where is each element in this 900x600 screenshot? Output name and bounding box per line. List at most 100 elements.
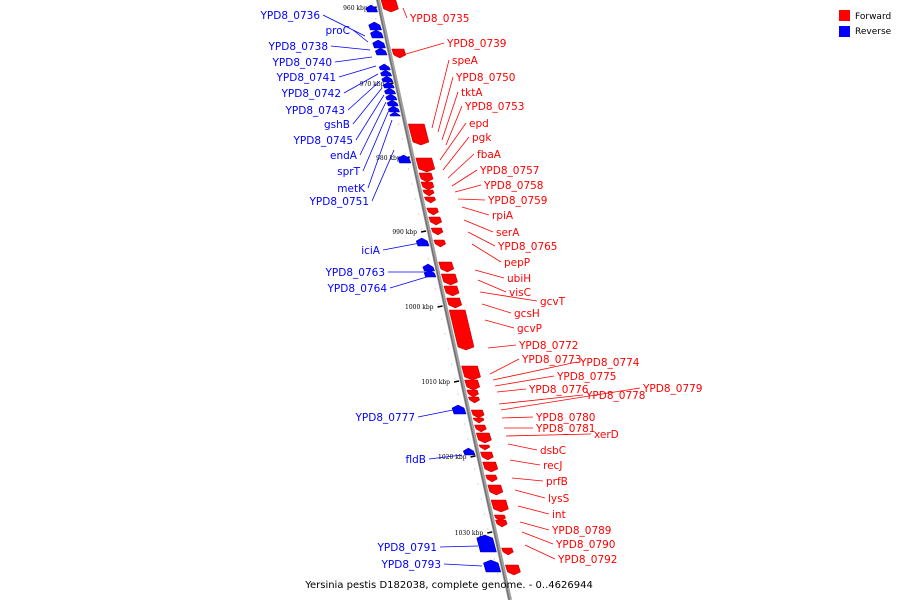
gene-label-metk: metK	[337, 183, 366, 195]
gene-label-ypd8-0739: YPD8_0739	[446, 38, 506, 50]
gene-label-ypd8-0791: YPD8_0791	[377, 542, 437, 554]
forward-gene-arrow	[422, 189, 435, 197]
leader-line	[505, 433, 592, 437]
gene-label-ypd8-0777: YPD8_0777	[355, 412, 415, 424]
forward-gene-arrow	[495, 519, 508, 528]
legend-forward-swatch	[839, 10, 850, 21]
forward-gene-arrow	[448, 309, 475, 351]
reverse-gene-arrow	[462, 447, 476, 456]
leader-line	[524, 544, 556, 560]
leader-line	[402, 7, 408, 19]
gene-label-sera: serA	[496, 227, 520, 239]
leader-line	[437, 76, 454, 133]
gene-label-ypd8-0775: YPD8_0775	[556, 371, 616, 383]
gene-label-ypd8-0765: YPD8_0765	[497, 241, 557, 253]
gene-label-ypd8-0741: YPD8_0741	[276, 72, 336, 84]
tick-label: 960 kbp	[343, 5, 368, 12]
gene-label-int: int	[552, 509, 566, 521]
leader-line	[511, 477, 544, 482]
leader-line	[454, 184, 482, 193]
forward-gene-arrow	[493, 514, 506, 522]
leader-line	[496, 388, 527, 393]
reverse-gene-arrow	[384, 87, 397, 95]
leader-line	[338, 65, 377, 78]
gene-label-ypd8-0763: YPD8_0763	[325, 267, 385, 279]
leader-line	[457, 198, 486, 201]
forward-gene-arrow	[472, 417, 485, 424]
forward-gene-arrow	[440, 273, 458, 286]
gene-label-tkta: tktA	[461, 87, 483, 99]
forward-gene-arrow	[391, 48, 407, 59]
tick-label: 1020 kbp	[438, 454, 467, 461]
gene-label-ypd8-0738: YPD8_0738	[268, 41, 328, 53]
gene-label-ypd8-0779: YPD8_0779	[642, 383, 702, 395]
gene-label-icia: iciA	[361, 245, 381, 257]
gene-label-pepp: pepP	[504, 257, 530, 269]
gene-label-ypd8-0751: YPD8_0751	[309, 196, 369, 208]
reverse-gene-arrow	[451, 404, 467, 415]
forward-gene-arrow	[504, 564, 521, 576]
forward-gene-arrow	[428, 216, 443, 226]
tick-label: 1030 kbp	[455, 530, 484, 537]
leader-line	[498, 394, 584, 405]
leader-line	[322, 14, 366, 37]
reverse-gene-arrow	[388, 105, 401, 113]
forward-gene-arrow	[475, 432, 492, 444]
forward-gene-arrow	[464, 379, 481, 391]
reverse-gene-arrow	[422, 263, 435, 272]
forward-gene-arrow	[415, 157, 436, 173]
reverse-gene-arrow	[380, 69, 393, 77]
gene-label-ypd8-0743: YPD8_0743	[285, 105, 345, 117]
leader-line	[382, 242, 421, 251]
leader-line	[371, 149, 395, 202]
gene-label-epd: epd	[469, 118, 489, 130]
leader-line	[481, 303, 512, 314]
forward-gene-arrow	[487, 484, 504, 496]
backbone	[375, 0, 512, 600]
gene-label-fldb: fldB	[406, 454, 426, 466]
reverse-gene-arrow	[372, 39, 386, 49]
tick-mark	[487, 531, 493, 534]
gene-label-ypd8-0757: YPD8_0757	[479, 165, 539, 177]
reverse-gene-arrow	[389, 111, 402, 117]
leader-line	[461, 206, 490, 216]
forward-gene-arrow	[478, 444, 491, 451]
gene-label-sprt: sprT	[337, 166, 360, 178]
gene-label-ypd8-0745: YPD8_0745	[293, 135, 353, 147]
gene-label-rpia: rpiA	[492, 210, 514, 222]
gene-label-dsbc: dsbC	[540, 445, 566, 457]
reverse-gene-arrow	[483, 559, 502, 573]
gene-label-gcvt: gcvT	[540, 296, 566, 308]
gene-label-enda: endA	[330, 150, 358, 162]
forward-gene-arrow	[418, 172, 434, 183]
leader-line	[492, 361, 578, 381]
reverse-gene-arrow	[423, 269, 437, 278]
reverse-gene-arrow	[365, 4, 379, 13]
gene-label-gcvp: gcvP	[517, 323, 542, 335]
gene-label-ypd8-0764: YPD8_0764	[327, 283, 388, 295]
reverse-gene-arrow	[381, 75, 394, 83]
leader-lines	[322, 7, 641, 567]
gene-label-ypd8-0781: YPD8_0781	[535, 423, 595, 435]
leader-line	[352, 29, 369, 43]
forward-gene-arrow	[474, 424, 487, 433]
leader-line	[487, 344, 517, 349]
leader-line	[431, 59, 450, 129]
gene-label-proc: proC	[325, 25, 350, 37]
leader-line	[477, 279, 507, 293]
leader-line	[359, 101, 387, 156]
gene-label-ypd8-0742: YPD8_0742	[281, 88, 341, 100]
gene-label-ypd8-0740: YPD8_0740	[272, 57, 332, 69]
leader-line	[484, 319, 515, 329]
gene-label-fbaa: fbaA	[477, 149, 502, 161]
leader-line	[330, 45, 371, 51]
forward-gene-arrow	[426, 207, 439, 216]
leader-line	[463, 219, 494, 233]
gene-label-ypd8-0778: YPD8_0778	[585, 390, 645, 402]
legend-forward-label: Forward	[855, 12, 891, 22]
reverse-gene-arrow	[382, 81, 395, 89]
reverse-gene-arrow	[370, 29, 384, 39]
forward-gene-arrow	[470, 409, 485, 419]
leader-line	[441, 91, 459, 141]
